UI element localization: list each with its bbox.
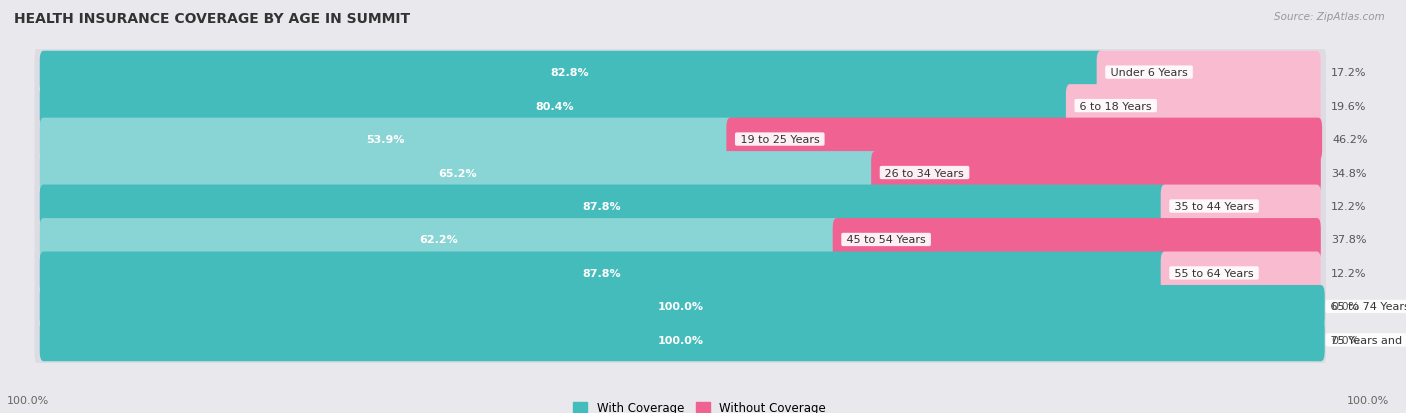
FancyBboxPatch shape: [35, 146, 1326, 200]
Text: 65 to 74 Years: 65 to 74 Years: [1327, 301, 1406, 312]
FancyBboxPatch shape: [39, 85, 1320, 128]
Text: 12.2%: 12.2%: [1331, 202, 1367, 211]
Text: Under 6 Years: Under 6 Years: [1107, 68, 1191, 78]
Text: 12.2%: 12.2%: [1331, 268, 1367, 278]
FancyBboxPatch shape: [39, 119, 1320, 161]
FancyBboxPatch shape: [1097, 52, 1320, 94]
Text: 19 to 25 Years: 19 to 25 Years: [737, 135, 823, 145]
FancyBboxPatch shape: [872, 152, 1320, 195]
Text: 37.8%: 37.8%: [1331, 235, 1367, 245]
FancyBboxPatch shape: [39, 52, 1104, 94]
Text: 87.8%: 87.8%: [583, 202, 621, 211]
Text: 100.0%: 100.0%: [1347, 395, 1389, 405]
FancyBboxPatch shape: [1161, 252, 1320, 294]
Text: 75 Years and older: 75 Years and older: [1327, 335, 1406, 345]
FancyBboxPatch shape: [39, 285, 1320, 328]
FancyBboxPatch shape: [35, 46, 1326, 100]
FancyBboxPatch shape: [1161, 185, 1320, 228]
Text: 62.2%: 62.2%: [419, 235, 457, 245]
FancyBboxPatch shape: [39, 185, 1168, 228]
Text: 45 to 54 Years: 45 to 54 Years: [844, 235, 929, 245]
Text: 19.6%: 19.6%: [1331, 101, 1367, 112]
FancyBboxPatch shape: [1066, 85, 1320, 128]
FancyBboxPatch shape: [35, 313, 1326, 367]
FancyBboxPatch shape: [39, 319, 1324, 361]
Text: 53.9%: 53.9%: [366, 135, 404, 145]
Text: 87.8%: 87.8%: [583, 268, 621, 278]
Legend: With Coverage, Without Coverage: With Coverage, Without Coverage: [572, 401, 827, 413]
Text: 34.8%: 34.8%: [1331, 168, 1367, 178]
Text: 17.2%: 17.2%: [1331, 68, 1367, 78]
Text: 100.0%: 100.0%: [7, 395, 49, 405]
FancyBboxPatch shape: [39, 52, 1320, 94]
FancyBboxPatch shape: [35, 180, 1326, 233]
FancyBboxPatch shape: [832, 218, 1320, 261]
FancyBboxPatch shape: [39, 152, 1320, 195]
FancyBboxPatch shape: [35, 213, 1326, 267]
FancyBboxPatch shape: [39, 218, 841, 261]
Text: 100.0%: 100.0%: [657, 335, 703, 345]
FancyBboxPatch shape: [35, 247, 1326, 300]
FancyBboxPatch shape: [39, 185, 1320, 228]
Text: 26 to 34 Years: 26 to 34 Years: [882, 168, 967, 178]
FancyBboxPatch shape: [35, 80, 1326, 133]
Text: 100.0%: 100.0%: [657, 301, 703, 312]
Text: 82.8%: 82.8%: [551, 68, 589, 78]
Text: Source: ZipAtlas.com: Source: ZipAtlas.com: [1274, 12, 1385, 22]
FancyBboxPatch shape: [39, 319, 1320, 361]
Text: 55 to 64 Years: 55 to 64 Years: [1171, 268, 1257, 278]
Text: 65.2%: 65.2%: [439, 168, 477, 178]
FancyBboxPatch shape: [39, 152, 879, 195]
Text: 46.2%: 46.2%: [1333, 135, 1368, 145]
Text: 80.4%: 80.4%: [536, 101, 574, 112]
Text: 6 to 18 Years: 6 to 18 Years: [1076, 101, 1156, 112]
FancyBboxPatch shape: [35, 113, 1326, 166]
FancyBboxPatch shape: [727, 119, 1322, 161]
Text: 35 to 44 Years: 35 to 44 Years: [1171, 202, 1257, 211]
FancyBboxPatch shape: [39, 252, 1168, 294]
FancyBboxPatch shape: [39, 218, 1320, 261]
FancyBboxPatch shape: [35, 280, 1326, 333]
FancyBboxPatch shape: [39, 285, 1324, 328]
FancyBboxPatch shape: [39, 119, 734, 161]
Text: HEALTH INSURANCE COVERAGE BY AGE IN SUMMIT: HEALTH INSURANCE COVERAGE BY AGE IN SUMM…: [14, 12, 411, 26]
Text: 0.0%: 0.0%: [1331, 301, 1360, 312]
FancyBboxPatch shape: [39, 252, 1320, 294]
Text: 0.0%: 0.0%: [1331, 335, 1360, 345]
FancyBboxPatch shape: [39, 85, 1074, 128]
